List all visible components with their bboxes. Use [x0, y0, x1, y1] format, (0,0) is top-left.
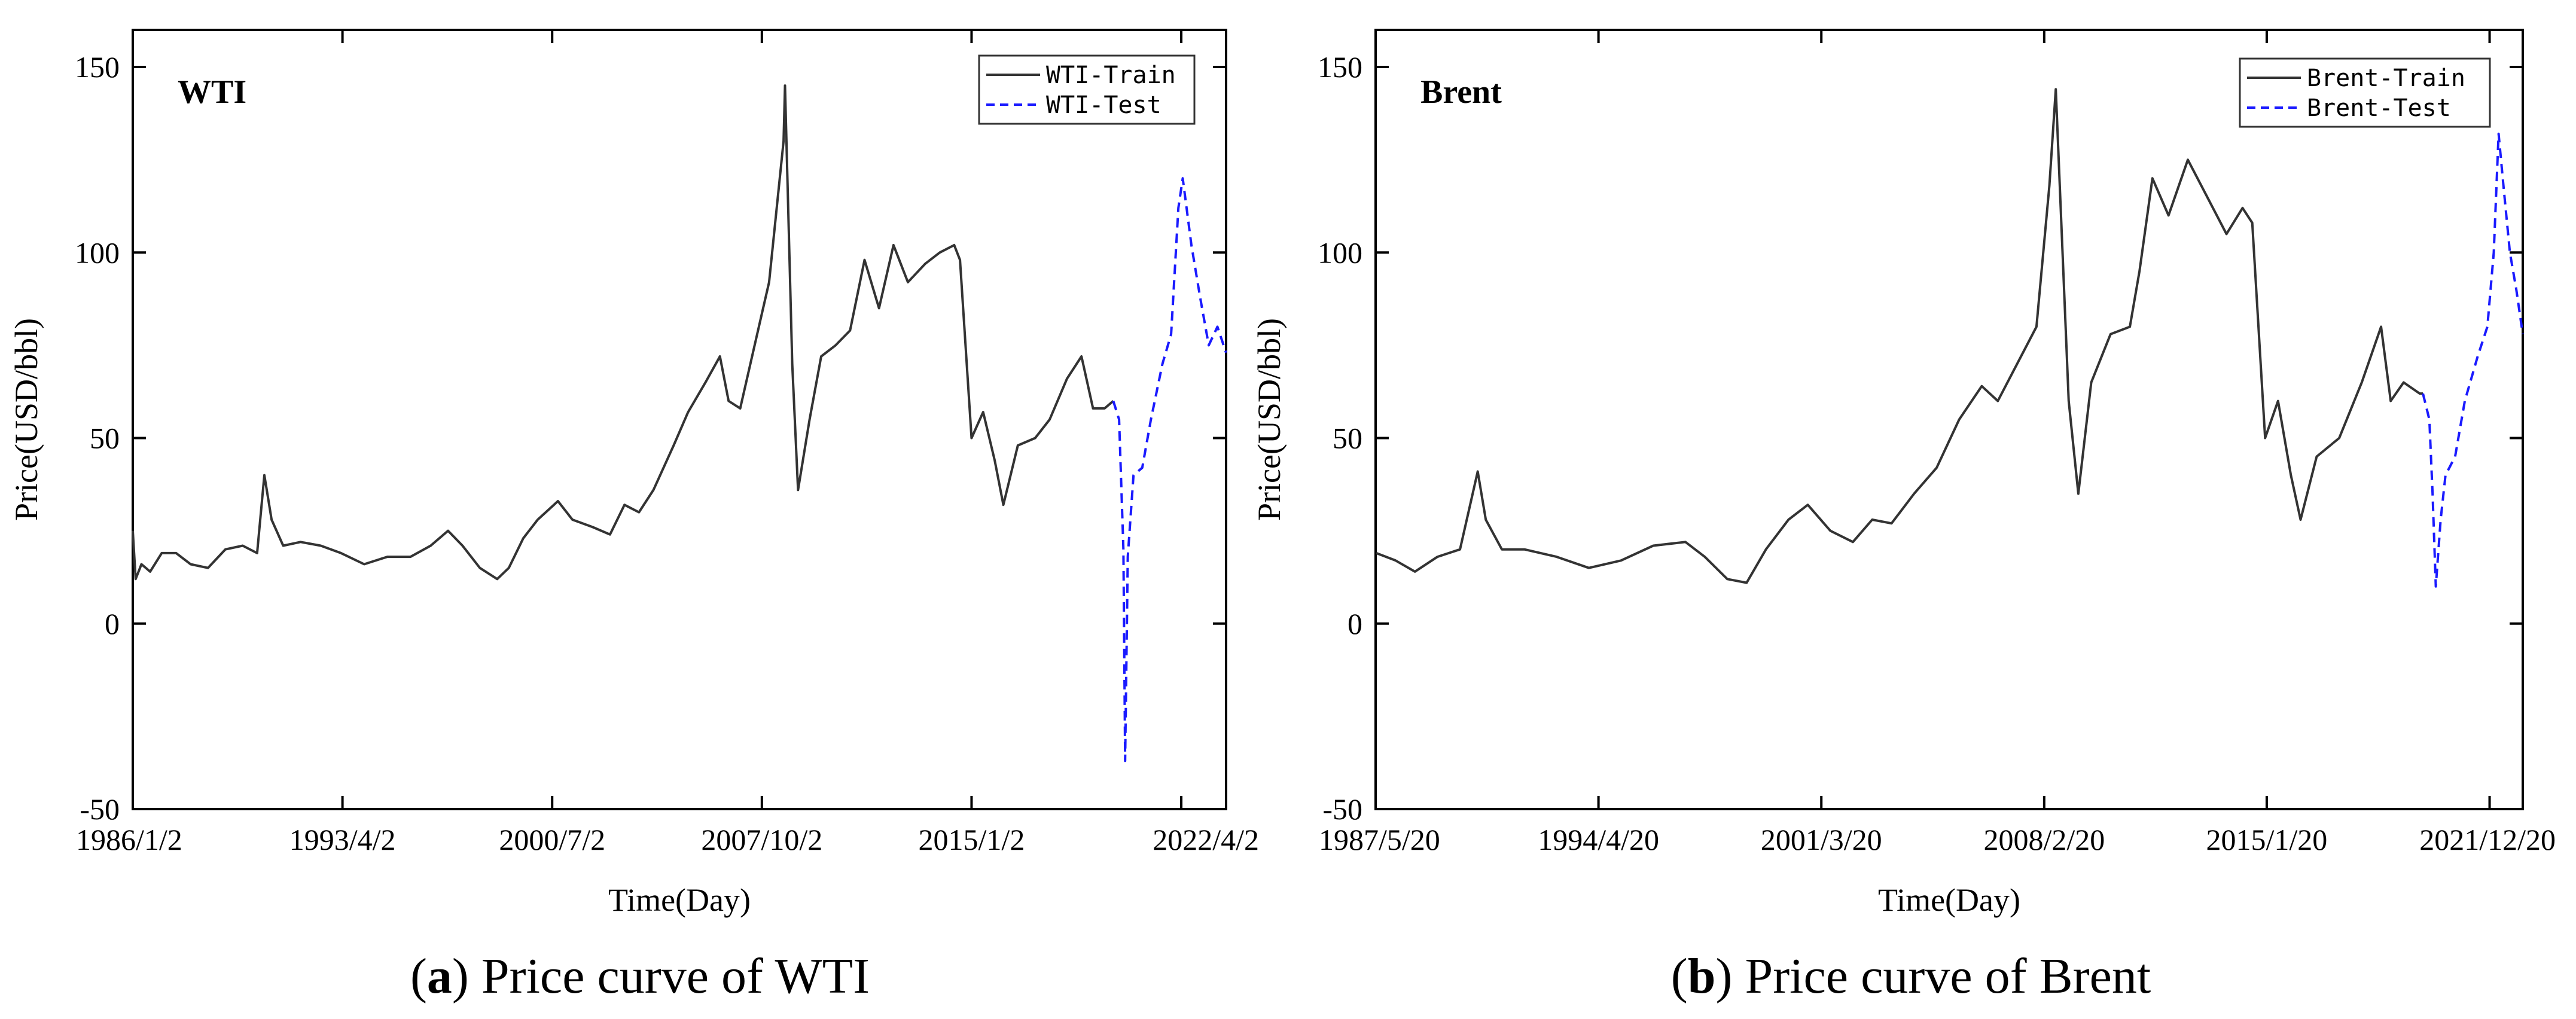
wti-chart: -50 0 50 100 150 1986/1/2 1993/4/2 2000/7/2 2007…: [8, 29, 1259, 1004]
wti-ytick-label: 100: [75, 236, 120, 269]
wti-xtick-label: 2000/7/2: [499, 823, 605, 856]
brent-xtick-label: 2021/12/20: [2419, 823, 2556, 856]
brent-chart: -50 0 50 100 150 1987/5/20 1994/4/20 2001/3/20 2…: [1251, 29, 2556, 1004]
brent-legend-box: [2239, 57, 2491, 128]
wti-legend-label: WTI-Test: [1046, 91, 1162, 119]
brent-ytick-label: 0: [1348, 607, 1362, 640]
brent-panel-label: Brent: [1420, 74, 1502, 111]
wti-ytick-label: 150: [75, 50, 120, 84]
brent-xtick-label: 2008/2/20: [1983, 823, 2105, 856]
wti-caption-letter: a: [427, 948, 452, 1004]
brent-ytick-label: -50: [1322, 792, 1362, 826]
brent-xtick-label: 2001/3/20: [1761, 823, 1882, 856]
brent-legend-label: Brent-Test: [2307, 94, 2451, 122]
brent-series-train-line: [1376, 88, 2423, 584]
wti-plot-frame: [132, 29, 1227, 810]
brent-ytick-label: 150: [1318, 50, 1362, 84]
wti-xtick-label: 2022/4/2: [1153, 823, 1259, 856]
brent-y-axis-title: Price(USD/bbl): [1251, 318, 1287, 521]
wti-legend-label: WTI-Train: [1046, 62, 1176, 89]
brent-caption-letter: b: [1688, 948, 1716, 1004]
wti-ytick-label: 0: [105, 607, 120, 640]
brent-xtick-label: 2015/1/20: [2206, 823, 2328, 856]
wti-xtick-label: 2015/1/2: [919, 823, 1025, 856]
brent-ytick-label: 100: [1318, 236, 1362, 269]
brent-series-test-line: [2422, 132, 2524, 588]
wti-xtick-label: 1986/1/2: [76, 823, 182, 856]
wti-xtick-label: 1993/4/2: [289, 823, 396, 856]
brent-xtick-label: 1987/5/20: [1319, 823, 1440, 856]
wti-ytick-label: -50: [80, 792, 120, 826]
wti-panel-label: WTI: [178, 74, 246, 111]
brent-caption: (b) Price curve of Brent: [1671, 948, 2151, 1004]
wti-ytick-label: 50: [90, 422, 120, 455]
wti-series-train-line: [132, 84, 1114, 581]
brent-ytick-label: 50: [1333, 422, 1362, 455]
brent-plot-frame: [1374, 29, 2524, 810]
brent-xtick-label: 1994/4/20: [1538, 823, 1659, 856]
wti-caption: (a) Price curve of WTI: [410, 948, 870, 1004]
wti-series-test-line: [1112, 177, 1227, 762]
wti-x-axis-title: Time(Day): [608, 882, 751, 918]
wti-y-axis-title: Price(USD/bbl): [8, 318, 44, 521]
brent-x-axis-title: Time(Day): [1878, 882, 2020, 918]
brent-legend-label: Brent-Train: [2307, 65, 2465, 92]
wti-xtick-label: 2007/10/2: [701, 823, 822, 856]
wti-legend-box: [978, 54, 1196, 125]
